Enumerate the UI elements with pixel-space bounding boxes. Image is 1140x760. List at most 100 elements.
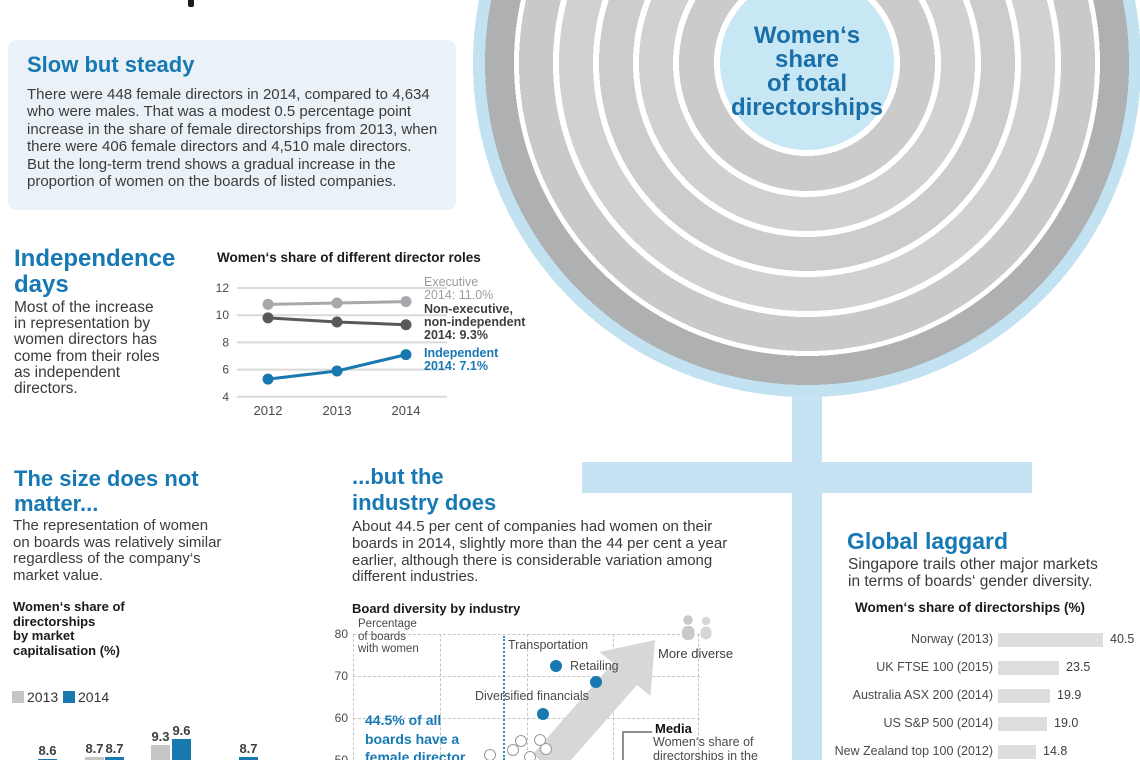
legend-2013-label: 2013 (27, 689, 59, 705)
global-chart-label: Women‘s share of directorships (%) (855, 600, 1086, 615)
point-label-diversified-financials: Diversified financials (475, 689, 589, 703)
y-tick-label: 10 (216, 308, 230, 322)
global-row-bar (998, 745, 1036, 759)
roles-legend-nonexecutive: Non-executive, non-independent 2014: 9.3… (424, 302, 526, 342)
global-row-label: US S&P 500 (2014) (883, 716, 993, 730)
marketcap-bar-chart: 8.6 8.7 8.7 9.3 9.6 8.7 (0, 600, 330, 760)
data-point (400, 349, 412, 361)
roles-legend-executive: Executive 2014: 11.0% (424, 275, 494, 302)
scatter-y-tick: 60 (334, 711, 348, 725)
roles-legend-independent: Independent 2014: 7.1% (424, 346, 499, 373)
y-tick-label: 6 (222, 363, 229, 377)
scatter-x-gridline (353, 634, 354, 760)
scatter-point-retailing (590, 676, 602, 689)
marketcap-bar-2013 (151, 745, 170, 760)
size-body: The representation of women on boards wa… (13, 517, 222, 584)
media-annotation-title: Media (655, 721, 692, 736)
marketcap-bar-value: 8.7 (239, 741, 258, 756)
size-title: The size does not matter... (14, 466, 199, 516)
media-bracket-horizontal (622, 731, 652, 733)
media-bracket-vertical (622, 731, 624, 760)
scatter-point-unlabeled (484, 748, 496, 760)
data-point (331, 297, 343, 309)
x-tick-label: 2012 (254, 403, 283, 418)
scatter-point-diversified-financials (537, 707, 549, 720)
marketcap-bar-value: 8.7 (105, 741, 124, 756)
global-row-bar (998, 717, 1047, 731)
slow-but-steady-body: There were 448 female directors in 2014,… (27, 86, 438, 191)
global-row-label: UK FTSE 100 (2015) (876, 660, 993, 674)
scatter-points (330, 610, 770, 760)
global-laggard-body: Singapore trails other major markets in … (848, 556, 1098, 590)
scatter-y-tick: 70 (334, 669, 348, 683)
y-tick-label: 8 (222, 335, 229, 349)
point-label-transportation: Transportation (508, 638, 589, 652)
global-row-bar (998, 633, 1103, 647)
industry-chart-label: Board diversity by industry (352, 601, 521, 616)
marketcap-bar-2014 (239, 757, 258, 760)
global-row-bar (998, 689, 1050, 703)
global-row-label: Norway (2013) (911, 632, 993, 646)
marketcap-bar-2014 (172, 739, 191, 760)
marketcap-bar-2014 (105, 757, 124, 760)
scatter-x-gridline (527, 634, 528, 760)
legend-2014-label: 2014 (78, 689, 110, 705)
more-diverse-arrow (533, 640, 655, 760)
x-tick-label: 2013 (323, 403, 352, 418)
data-point (262, 373, 274, 385)
data-point (262, 312, 274, 324)
data-point (331, 316, 343, 328)
scatter-x-gridline (698, 634, 699, 760)
data-point (400, 319, 412, 331)
scatter-x-gridline (440, 634, 441, 760)
roles-line-chart: 12 10 8 6 4 2012 2013 2014 (216, 281, 447, 418)
scatter-point-transportation (550, 659, 562, 672)
point-label-retailing: Retailing (570, 659, 619, 673)
legend-2013-swatch (12, 691, 24, 703)
diverse-people-icon (682, 615, 712, 640)
industry-title: ...but the industry does (352, 464, 497, 515)
scatter-y-tick: 50 (334, 753, 348, 760)
marketcap-bar-value: 9.3 (151, 729, 170, 744)
global-hbar-chart: Norway (2013) 40.5 UK FTSE 100 (2015) 23.5 A… (828, 632, 1140, 760)
scatter-point-unlabeled (507, 743, 519, 756)
data-point (262, 298, 274, 310)
y-tick-label: 12 (216, 281, 230, 295)
global-row-value: 19.9 (1057, 688, 1082, 702)
global-row-value: 23.5 (1066, 660, 1091, 674)
global-row-value: 19.0 (1054, 716, 1079, 730)
scatter-y-gridline (353, 676, 700, 677)
threshold-dotted-line (503, 636, 505, 760)
y-tick-label: 4 (222, 390, 229, 404)
scatter-y-gridline (353, 718, 700, 719)
slow-but-steady-panel (8, 40, 456, 210)
marketcap-bar-value: 8.7 (85, 741, 104, 756)
media-annotation-body: Women‘s share of directorships in the (653, 735, 758, 760)
global-row-label: New Zealand top 100 (2012) (834, 744, 993, 758)
data-point (331, 365, 343, 377)
female-symbol-center-label: Women‘s share of total directorships (730, 22, 884, 121)
legend-2014-swatch (63, 691, 75, 703)
global-laggard-title: Global laggard (847, 528, 1009, 554)
marketcap-bar-value: 8.6 (38, 743, 57, 758)
more-diverse-label: More diverse (658, 646, 734, 661)
roles-chart-title: Women‘s share of different director role… (217, 250, 481, 265)
global-row-value: 40.5 (1110, 632, 1135, 646)
global-row-value: 14.8 (1043, 744, 1068, 758)
data-point (400, 296, 412, 308)
scatter-point-unlabeled (515, 735, 527, 748)
scatter-y-gridline (353, 634, 700, 635)
global-row-bar (998, 661, 1059, 675)
scatter-ylabel: Percentage of boards with women (358, 618, 419, 655)
scatter-point-unlabeled (524, 751, 536, 760)
marketcap-bar-2013 (85, 757, 104, 760)
independence-days-title: Independence days (14, 245, 176, 298)
marketcap-chart-label: Women‘s share of directorships by market… (13, 599, 125, 658)
global-row-label: Australia ASX 200 (2014) (852, 688, 993, 702)
x-tick-label: 2014 (392, 403, 421, 418)
independence-days-body: Most of the increase in representation b… (14, 299, 160, 398)
threshold-annotation: 44.5% of all boards have a female direct… (365, 712, 466, 760)
marketcap-bar-value: 9.6 (172, 723, 191, 738)
scatter-point-unlabeled (540, 743, 552, 756)
